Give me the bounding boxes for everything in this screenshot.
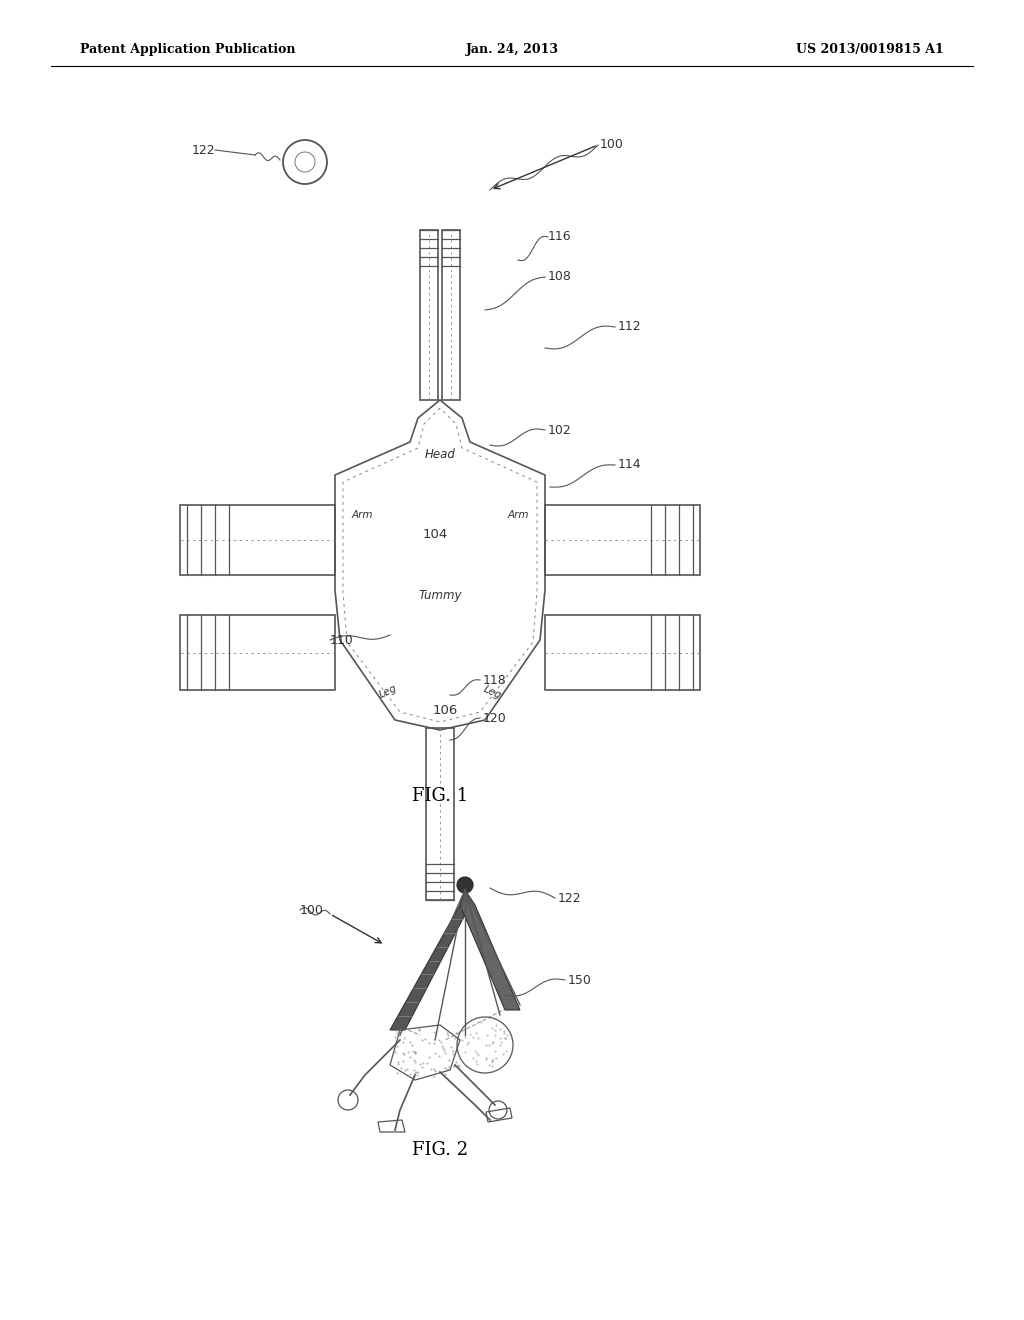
Polygon shape <box>460 890 520 1010</box>
Text: 114: 114 <box>618 458 642 471</box>
Text: Jan. 24, 2013: Jan. 24, 2013 <box>466 44 558 57</box>
Text: Arm: Arm <box>351 510 373 520</box>
Text: 116: 116 <box>548 231 571 243</box>
Text: 122: 122 <box>558 891 582 904</box>
Circle shape <box>457 876 473 894</box>
Text: FIG. 2: FIG. 2 <box>412 1140 468 1159</box>
Text: Patent Application Publication: Patent Application Publication <box>80 44 296 57</box>
Text: US 2013/0019815 A1: US 2013/0019815 A1 <box>797 44 944 57</box>
Text: 150: 150 <box>568 974 592 986</box>
Text: 106: 106 <box>432 704 458 717</box>
Polygon shape <box>390 890 470 1030</box>
Text: 100: 100 <box>300 903 324 916</box>
Text: 120: 120 <box>483 711 507 725</box>
Text: Arm: Arm <box>507 510 528 520</box>
Text: 122: 122 <box>191 144 215 157</box>
Text: Tummy: Tummy <box>418 589 462 602</box>
Text: 112: 112 <box>618 321 642 334</box>
Text: 102: 102 <box>548 424 571 437</box>
Text: 118: 118 <box>483 673 507 686</box>
Text: 104: 104 <box>422 528 447 541</box>
Text: Leg: Leg <box>481 684 503 701</box>
Text: 110: 110 <box>330 634 353 647</box>
Text: 100: 100 <box>600 139 624 152</box>
Text: 108: 108 <box>548 271 571 284</box>
Text: FIG. 1: FIG. 1 <box>412 787 468 805</box>
Text: Head: Head <box>425 449 456 462</box>
Text: Leg: Leg <box>378 684 398 701</box>
